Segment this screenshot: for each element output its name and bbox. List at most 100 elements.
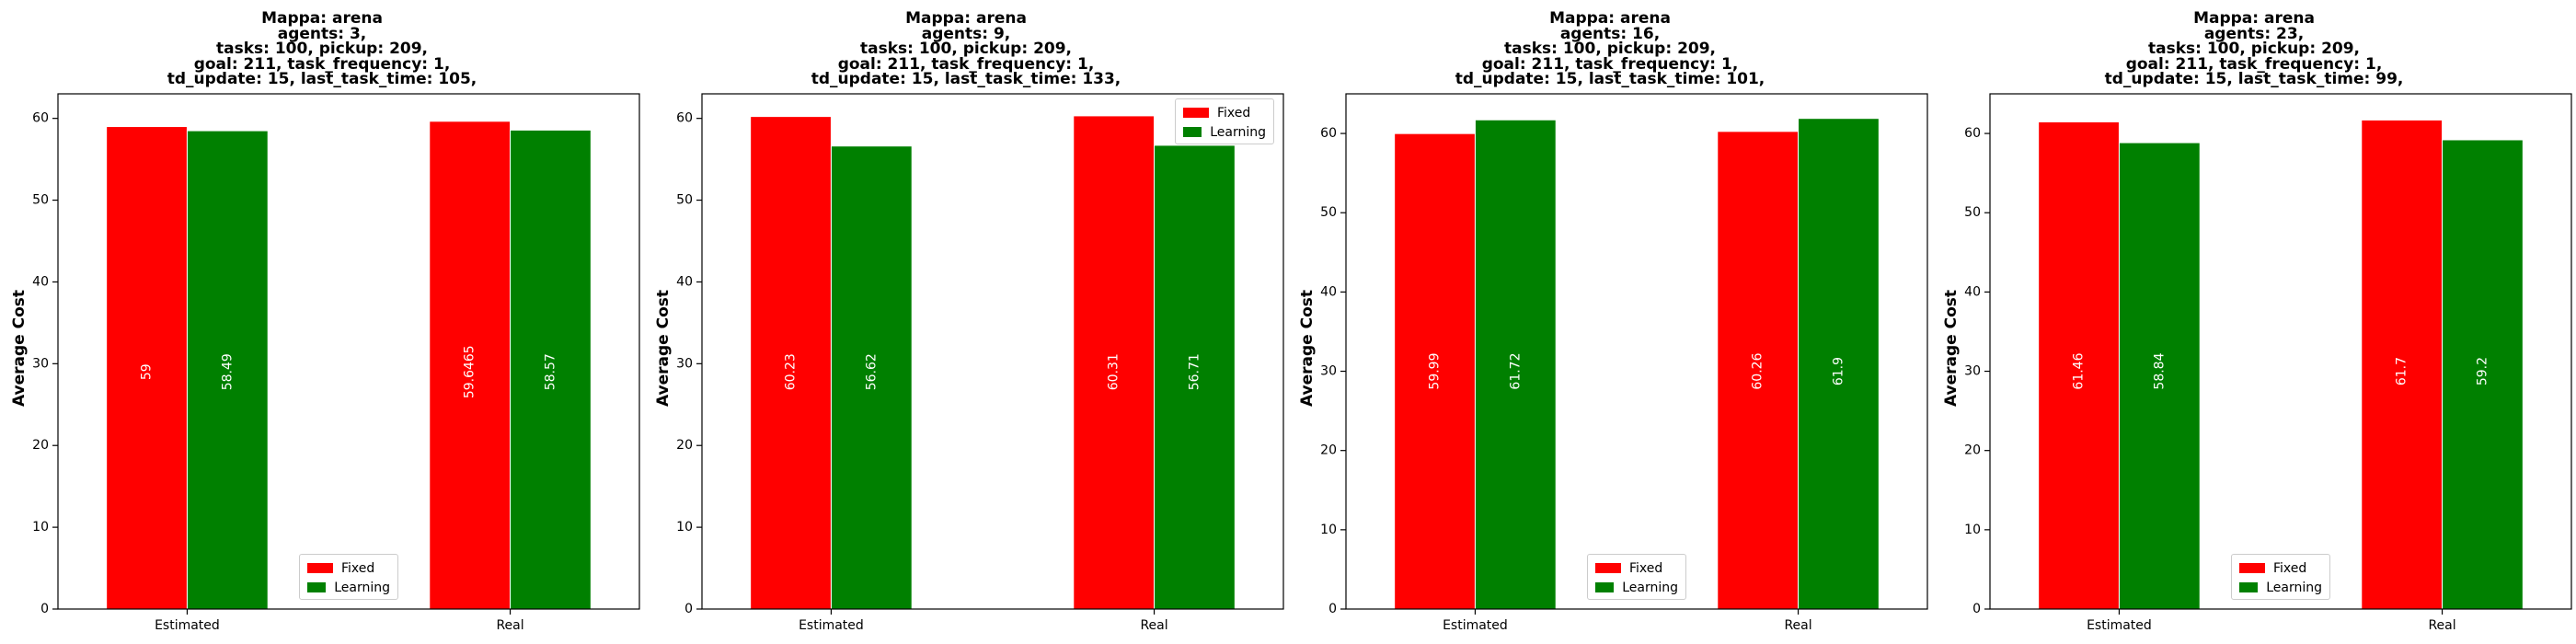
y-tick-label: 40 <box>1964 284 1981 299</box>
y-axis-label: Average Cost <box>1298 289 1317 407</box>
chart-panel-1: Mappa: arena agents: 3, tasks: 100, pickup… <box>0 0 644 644</box>
y-tick-label: 20 <box>1320 443 1337 458</box>
bar-value-label: 58.57 <box>543 353 558 390</box>
bar-learning-estimated <box>830 145 913 610</box>
chart-title: Mappa: arena agents: 16, tasks: 100, picku… <box>1288 11 1932 87</box>
bar-learning-estimated <box>186 130 269 610</box>
bar-fixed-real <box>1717 131 1800 610</box>
chart-title-line: tasks: 100, pickup: 209, <box>859 40 1073 59</box>
chart-title-line: goal: 211, task_frequency: 1, <box>2125 54 2383 74</box>
x-tick-label: Real <box>1140 618 1167 633</box>
y-tick-label: 60 <box>32 111 49 126</box>
chart-title-line: agents: 16, <box>1559 24 1661 43</box>
bar-value-label: 61.46 <box>2072 352 2087 389</box>
axes-frame <box>701 93 1284 610</box>
y-tick-label: 50 <box>1964 205 1981 220</box>
y-tick-label: 10 <box>676 520 693 535</box>
y-tick-label: 50 <box>32 193 49 208</box>
legend-swatch <box>1183 108 1209 118</box>
chart-title-line: Mappa: arena <box>2193 9 2315 28</box>
y-tick-label: 60 <box>676 111 693 126</box>
legend: Fixed Learning <box>1587 554 1686 600</box>
legend: Fixed Learning <box>2231 554 2330 600</box>
y-tick-label: 0 <box>1972 602 1981 616</box>
legend-label: Learning <box>2266 580 2322 595</box>
y-tick-label: 40 <box>1320 284 1337 299</box>
chart-title-line: tasks: 100, pickup: 209, <box>2147 40 2361 59</box>
bar-value-label: 59.99 <box>1428 352 1443 389</box>
bar-fixed-estimated <box>2038 121 2120 610</box>
chart-title-line: agents: 23, <box>2203 24 2305 43</box>
bar-fixed-estimated <box>750 116 832 610</box>
bar-fixed-estimated <box>1394 132 1476 610</box>
plot-area: 59 59.6465 58.49 58.57 0 10 20 30 40 50 60 Estimate… <box>32 93 640 633</box>
legend-swatch <box>2239 563 2265 573</box>
legend-label: Fixed <box>1217 105 1251 121</box>
chart-title-line: td_update: 15, last_task_time: 133, <box>811 70 1121 89</box>
x-tick-label: Estimated <box>155 618 220 633</box>
legend: Fixed Learning <box>1175 98 1274 144</box>
legend-swatch <box>307 563 333 573</box>
chart-title-line: Mappa: arena <box>905 9 1027 28</box>
chart-panel-3: Mappa: arena agents: 16, tasks: 100, picku… <box>1288 0 1932 644</box>
bar-fixed-real <box>429 121 512 610</box>
legend-swatch <box>2239 582 2259 592</box>
bar-learning-real <box>2442 139 2524 610</box>
y-tick-label: 30 <box>676 356 693 371</box>
bar-value-label: 58.84 <box>2152 352 2167 389</box>
plot-area: 61.46 61.7 58.84 59.2 0 10 20 30 40 50 60 Estimated… <box>1964 93 2572 633</box>
y-tick-label: 50 <box>1320 205 1337 220</box>
legend: Fixed Learning <box>299 554 398 600</box>
chart-title-line: td_update: 15, last_task_time: 101, <box>1455 70 1765 89</box>
bar-learning-estimated <box>1474 119 1557 610</box>
y-tick-label: 40 <box>32 274 49 289</box>
bar-value-label: 60.31 <box>1107 353 1121 390</box>
y-axis-label: Average Cost <box>654 289 673 407</box>
legend-item: Learning <box>1595 578 1678 597</box>
x-tick-label: Real <box>496 618 523 633</box>
legend-label: Fixed <box>341 560 375 576</box>
y-tick-label: 30 <box>1964 364 1981 379</box>
chart-title-line: goal: 211, task_frequency: 1, <box>837 54 1095 74</box>
bar-value-label: 59 <box>140 363 155 380</box>
y-tick-label: 20 <box>676 438 693 453</box>
x-tick-label: Estimated <box>1443 618 1508 633</box>
y-tick-label: 10 <box>32 520 49 535</box>
plot-area: 59.99 60.26 61.72 61.9 0 10 20 30 40 50 60 Estimate… <box>1320 93 1928 633</box>
bar-value-label: 59.6465 <box>463 345 477 398</box>
legend-swatch <box>1595 582 1615 592</box>
axes-frame <box>1345 93 1928 610</box>
legend-item: Learning <box>2239 578 2322 597</box>
bar-value-label: 61.7 <box>2395 357 2409 385</box>
legend-item: Fixed <box>1183 103 1266 122</box>
plot-area: 60.23 60.31 56.62 56.71 0 10 20 30 40 50 60 Estimat… <box>676 93 1284 633</box>
chart-title-line: tasks: 100, pickup: 209, <box>215 40 429 59</box>
y-tick-label: 20 <box>32 438 49 453</box>
y-tick-label: 60 <box>1320 126 1337 141</box>
bar-value-label: 61.9 <box>1831 357 1846 385</box>
x-tick-label: Estimated <box>799 618 864 633</box>
y-tick-label: 50 <box>676 193 693 208</box>
chart-title: Mappa: arena agents: 23, tasks: 100, picku… <box>1932 11 2576 87</box>
bar-value-label: 60.26 <box>1751 352 1765 389</box>
chart-title-line: Mappa: arena <box>261 9 383 28</box>
legend-label: Fixed <box>2273 560 2307 576</box>
bar-learning-real <box>1798 118 1880 610</box>
chart-panel-2: Mappa: arena agents: 9, tasks: 100, pickup… <box>644 0 1288 644</box>
chart-title-line: td_update: 15, last_task_time: 105, <box>167 70 477 89</box>
legend-item: Fixed <box>1595 558 1678 578</box>
x-tick-label: Real <box>2428 618 2455 633</box>
x-tick-label: Real <box>1784 618 1811 633</box>
bar-fixed-real <box>1073 115 1156 610</box>
chart-title-line: Mappa: arena <box>1549 9 1671 28</box>
chart-title-line: agents: 9, <box>921 24 1011 43</box>
legend-label: Learning <box>1622 580 1678 595</box>
chart-title-line: tasks: 100, pickup: 209, <box>1503 40 1717 59</box>
legend-label: Fixed <box>1629 560 1663 576</box>
y-tick-label: 0 <box>684 602 693 616</box>
x-tick-label: Estimated <box>2087 618 2152 633</box>
legend-swatch <box>1183 127 1202 137</box>
chart-title-line: td_update: 15, last_task_time: 99, <box>2104 70 2404 89</box>
y-tick-label: 10 <box>1964 523 1981 537</box>
chart-title-line: agents: 3, <box>277 24 367 43</box>
